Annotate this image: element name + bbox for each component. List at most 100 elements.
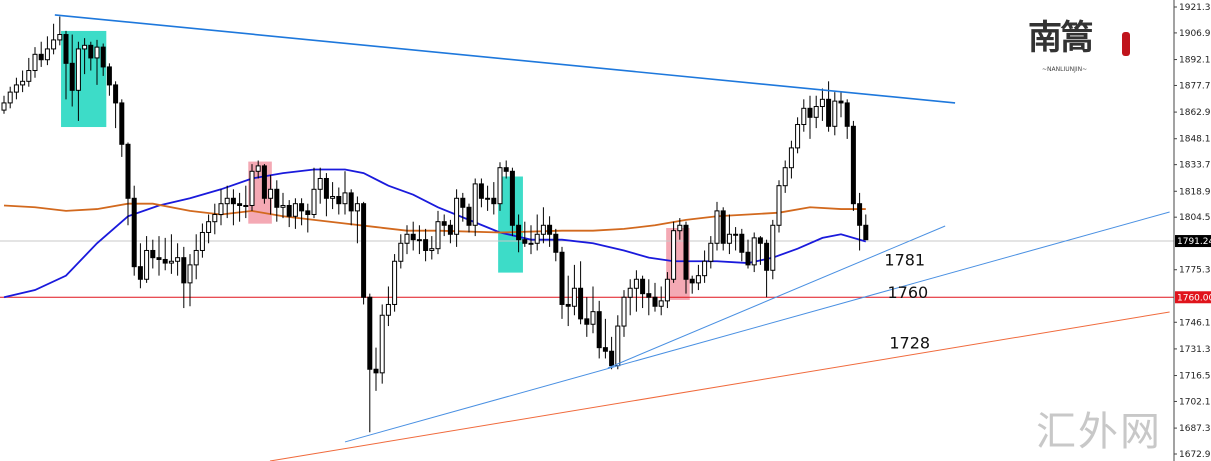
candle-bear xyxy=(373,368,379,374)
candle-bull xyxy=(782,167,788,187)
axis-tick-label: 1862.90 xyxy=(1179,108,1211,118)
candle-bull xyxy=(311,188,317,215)
candle-bull xyxy=(627,287,633,298)
candle-bear xyxy=(565,303,571,307)
candle-bull xyxy=(26,70,32,82)
candle-bear xyxy=(88,44,94,59)
candle-bear xyxy=(757,237,763,244)
candle-bear xyxy=(522,239,528,244)
candle-bull xyxy=(13,84,19,93)
current-price-label: 1791.24 xyxy=(1177,237,1211,247)
candle-bear xyxy=(156,257,162,260)
candle-bull xyxy=(317,177,323,190)
candle-bear xyxy=(100,46,106,68)
candle-bear xyxy=(336,195,342,205)
candle-bull xyxy=(590,311,596,325)
candle-bull xyxy=(168,260,174,264)
candle-bull xyxy=(695,275,701,284)
axis-tick-label: 1848.10 xyxy=(1179,135,1211,145)
candle-bear xyxy=(323,177,329,199)
candle-bear xyxy=(423,239,429,251)
candle-bear xyxy=(305,210,311,215)
candle-bull xyxy=(218,203,224,215)
axis-tick-label: 1804.50 xyxy=(1179,213,1211,223)
candle-bear xyxy=(553,233,559,253)
axis-tick-label: 1702.10 xyxy=(1179,397,1211,407)
candle-bear xyxy=(106,66,112,86)
candle-bull xyxy=(379,314,385,374)
candle-bear xyxy=(237,203,243,206)
candle-bear xyxy=(299,203,305,212)
candle-bull xyxy=(187,264,193,284)
candle-bull xyxy=(795,124,801,149)
candle-bear xyxy=(503,167,509,172)
candle-bear xyxy=(348,192,354,212)
candle-bear xyxy=(584,318,590,325)
candle-bear xyxy=(361,203,367,298)
candle-bear xyxy=(826,98,832,127)
trendline xyxy=(344,211,1170,443)
candle-bull xyxy=(702,260,708,277)
candle-bull xyxy=(776,185,782,226)
candle-bull xyxy=(342,192,348,205)
axis-tick-label: 1892.10 xyxy=(1179,56,1211,66)
axis-background xyxy=(1174,0,1211,461)
candle-bear xyxy=(162,258,168,264)
candle-bull xyxy=(75,48,81,91)
candle-bear xyxy=(850,125,856,205)
candle-bear xyxy=(131,197,137,268)
support-price-tag xyxy=(1175,291,1211,304)
trendline xyxy=(607,225,946,369)
candle-bull xyxy=(497,167,503,205)
candle-bull xyxy=(472,183,478,226)
candle-bull xyxy=(7,91,13,104)
candle-bear xyxy=(720,210,726,244)
candle-bull xyxy=(708,242,714,262)
candle-bear xyxy=(367,296,373,370)
candle-bear xyxy=(838,100,844,104)
candle-bull xyxy=(671,230,677,280)
candle-bear xyxy=(69,62,75,91)
axis-tick-label: 1731.30 xyxy=(1179,345,1211,355)
candle-bull xyxy=(540,224,546,235)
candle-bear xyxy=(491,197,497,205)
candle-bear xyxy=(646,293,652,298)
candle-bear xyxy=(119,102,125,145)
candle-bear xyxy=(460,197,466,208)
candle-bear xyxy=(764,242,770,271)
candle-bear xyxy=(38,53,44,61)
candle-bull xyxy=(633,278,639,289)
price-axis: 1921.30 1906.90 1892.10 1877.70 1862.90 1848.… xyxy=(1173,0,1211,461)
axis-tick-label: 1746.10 xyxy=(1179,318,1211,328)
candle-bear xyxy=(478,183,484,199)
horizontal-lines xyxy=(0,240,1174,298)
candle-bear xyxy=(689,278,695,284)
candle-bull xyxy=(144,249,150,280)
candle-bull xyxy=(44,48,50,61)
candle-bull xyxy=(454,197,460,235)
candle-bear xyxy=(125,143,131,199)
trendlines xyxy=(54,14,1170,461)
candle-bull xyxy=(57,34,63,41)
candle-bull xyxy=(199,231,205,251)
candle-bear xyxy=(441,221,447,226)
candle-bear xyxy=(602,347,608,352)
candle-bull xyxy=(788,147,794,169)
axis-tick-label: 1921.30 xyxy=(1179,3,1211,13)
candle-bull xyxy=(485,197,491,200)
candle-bull xyxy=(832,100,838,127)
highlight-boxes xyxy=(61,30,690,300)
candle-bull xyxy=(571,287,577,307)
axis-tick-label: 1775.30 xyxy=(1179,266,1211,276)
candle-bull xyxy=(615,325,621,367)
candle-bear xyxy=(113,84,119,104)
candle-bull xyxy=(51,39,57,50)
candle-bull xyxy=(528,242,534,245)
candle-bull xyxy=(212,213,218,223)
candle-bear xyxy=(509,170,515,226)
candle-bear xyxy=(609,350,615,367)
candle-bull xyxy=(416,239,422,242)
candle-bull xyxy=(813,106,819,118)
candle-bull xyxy=(385,303,391,316)
candle-bull xyxy=(398,242,404,262)
